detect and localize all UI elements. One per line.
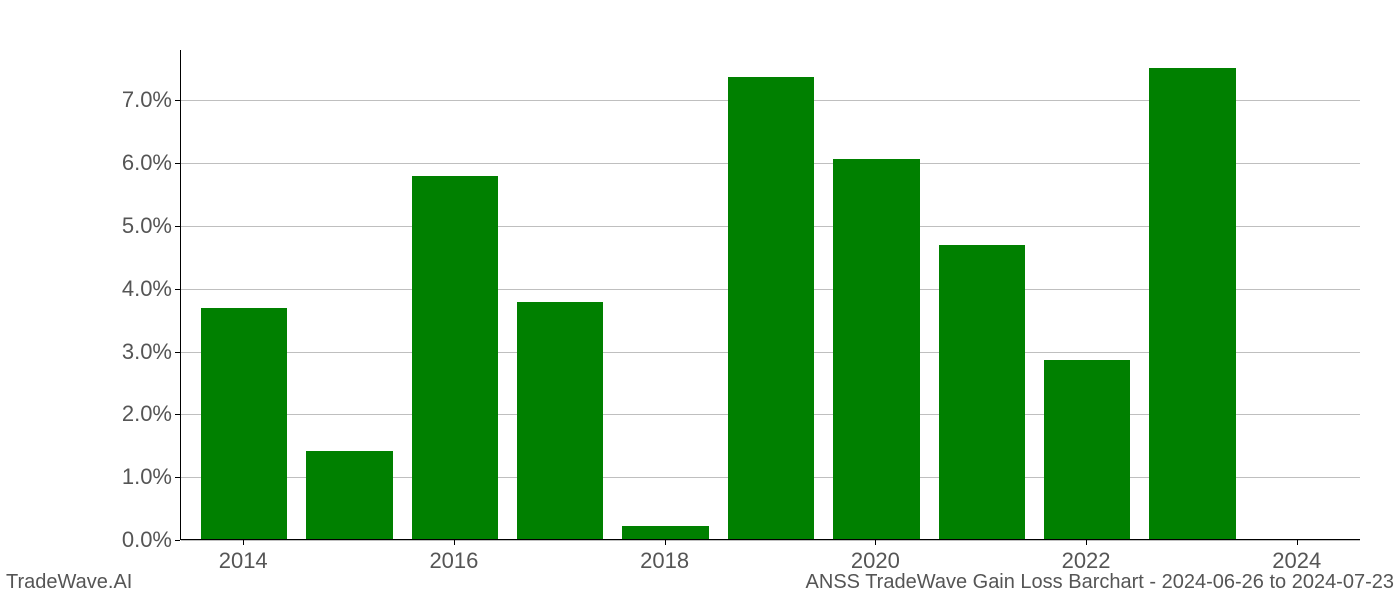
x-tick-mark [454, 540, 455, 545]
x-tick-mark [243, 540, 244, 545]
y-tick-mark [175, 100, 180, 101]
y-tick-label: 2.0% [122, 401, 172, 427]
x-tick-label: 2016 [429, 548, 478, 574]
x-tick-label: 2018 [640, 548, 689, 574]
y-tick-label: 0.0% [122, 527, 172, 553]
bar [412, 176, 498, 539]
x-tick-mark [665, 540, 666, 545]
x-tick-mark [1297, 540, 1298, 545]
y-tick-mark [175, 414, 180, 415]
footer-brand: TradeWave.AI [6, 571, 132, 594]
y-tick-mark [175, 477, 180, 478]
bar [833, 159, 919, 539]
y-tick-label: 5.0% [122, 213, 172, 239]
bar [622, 526, 708, 539]
x-tick-label: 2020 [851, 548, 900, 574]
y-tick-mark [175, 226, 180, 227]
x-tick-mark [875, 540, 876, 545]
y-tick-label: 3.0% [122, 339, 172, 365]
y-tick-mark [175, 540, 180, 541]
plot-area [180, 50, 1360, 540]
bar [1044, 360, 1130, 539]
x-tick-label: 2014 [219, 548, 268, 574]
y-tick-label: 6.0% [122, 150, 172, 176]
y-tick-label: 4.0% [122, 276, 172, 302]
bar [201, 308, 287, 539]
bar [939, 245, 1025, 539]
y-tick-mark [175, 352, 180, 353]
x-tick-mark [1086, 540, 1087, 545]
y-tick-mark [175, 289, 180, 290]
chart-title: ANSS TradeWave Gain Loss Barchart - 2024… [806, 571, 1394, 594]
bar [1149, 68, 1235, 539]
gridline [181, 540, 1360, 541]
x-tick-label: 2024 [1272, 548, 1321, 574]
bar [517, 302, 603, 539]
y-tick-label: 1.0% [122, 464, 172, 490]
y-tick-label: 7.0% [122, 87, 172, 113]
gain-loss-barchart: TradeWave.AI ANSS TradeWave Gain Loss Ba… [0, 0, 1400, 600]
bar [306, 451, 392, 539]
y-tick-mark [175, 163, 180, 164]
bar [728, 77, 814, 539]
x-tick-label: 2022 [1062, 548, 1111, 574]
